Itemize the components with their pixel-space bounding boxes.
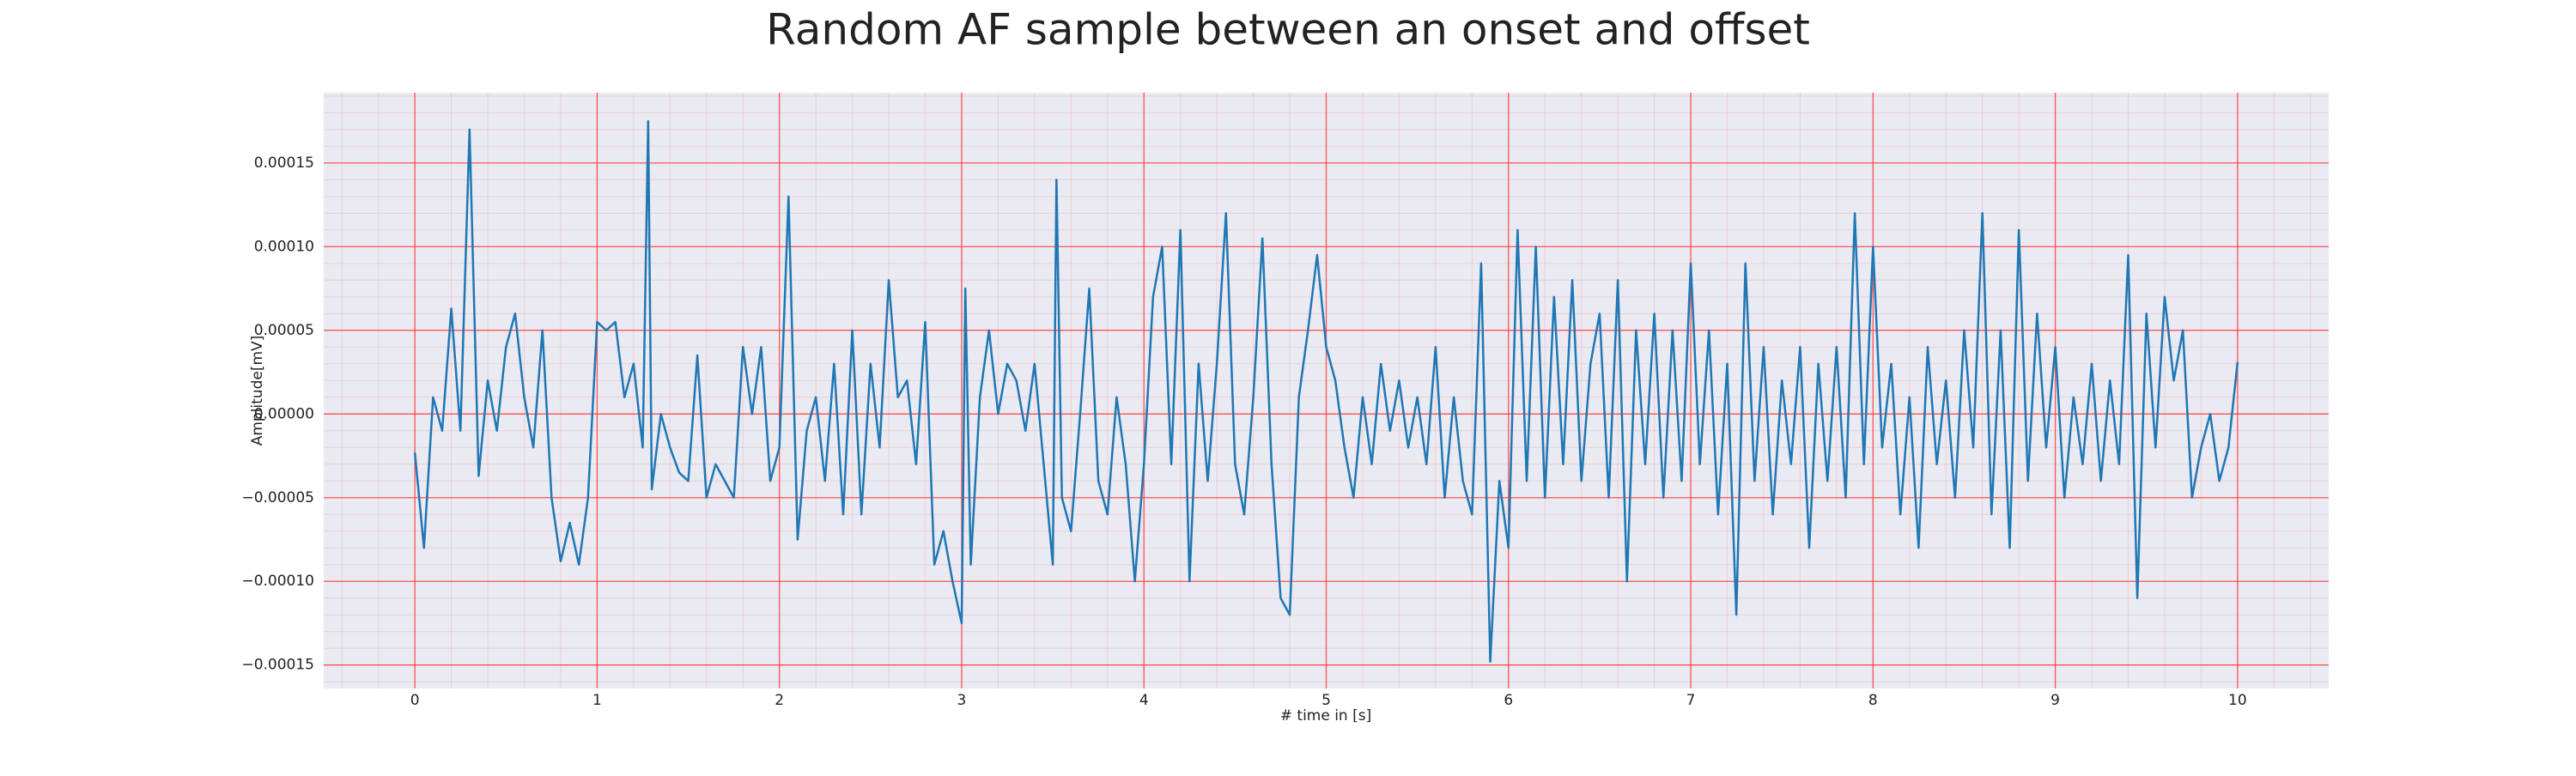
x-tick-label: 1	[592, 692, 602, 709]
y-axis-label: Amplitude[mV]	[249, 336, 266, 446]
x-tick-label: 7	[1686, 692, 1696, 709]
x-tick-label: 6	[1504, 692, 1513, 709]
x-tick-label: 3	[957, 692, 967, 709]
marks	[413, 119, 2239, 664]
y-tick-label: 0.00000	[254, 405, 314, 422]
y-tick-label: −0.00010	[241, 573, 314, 590]
x-axis-label: # time in [s]	[1280, 707, 1371, 724]
y-tick-label: −0.00005	[241, 489, 314, 506]
x-tick-label: 2	[775, 692, 784, 709]
x-tick-label: 10	[2228, 692, 2247, 709]
y-tick-label: −0.00015	[241, 657, 314, 674]
grid	[324, 93, 2329, 688]
x-tick-label: 4	[1139, 692, 1149, 709]
x-tick-label: 8	[1868, 692, 1878, 709]
y-tick-label: 0.00005	[254, 322, 314, 339]
chart-title: Random AF sample between an onset and of…	[766, 5, 1810, 55]
y-tick-label: 0.00010	[254, 238, 314, 255]
x-tick-label: 0	[410, 692, 420, 709]
data-line	[413, 119, 2239, 664]
x-tick-label: 5	[1321, 692, 1331, 709]
y-tick-label: 0.00015	[254, 155, 314, 172]
x-tick-label: 9	[2050, 692, 2060, 709]
